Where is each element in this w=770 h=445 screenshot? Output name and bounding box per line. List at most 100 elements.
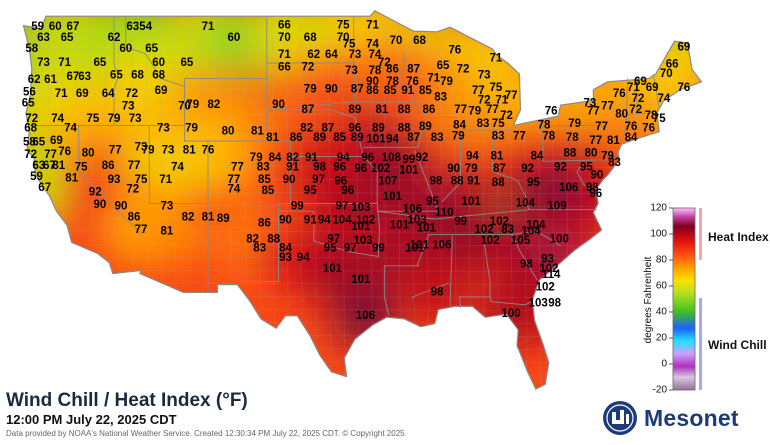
state-border <box>491 130 519 182</box>
station-reading: 64 <box>325 49 338 61</box>
station-reading: 85 <box>419 85 432 97</box>
station-reading: 85 <box>262 185 275 197</box>
station-reading: 97 <box>336 201 349 213</box>
state-border <box>78 125 143 235</box>
station-reading: 75 <box>490 82 503 94</box>
station-reading: 63 <box>78 71 91 83</box>
station-reading: 89 <box>351 132 364 144</box>
station-reading: 81 <box>52 160 65 172</box>
station-reading: 107 <box>378 176 397 188</box>
station-reading: 88 <box>564 148 577 160</box>
station-reading: 79 <box>468 105 481 117</box>
station-reading: 77 <box>505 90 518 102</box>
heat-index-label: Heat Index <box>708 230 769 244</box>
station-reading: 94 <box>318 215 331 227</box>
scale-tick-label: 60 <box>656 281 668 292</box>
station-reading: 79 <box>304 84 317 96</box>
station-reading: 101 <box>351 221 371 233</box>
station-reading: 70 <box>337 32 350 44</box>
station-reading: 70 <box>178 101 191 113</box>
station-reading: 88 <box>267 233 280 245</box>
station-reading: 71 <box>490 52 503 64</box>
state-border <box>652 73 660 109</box>
station-reading: 77 <box>128 160 141 172</box>
station-reading: 80 <box>222 126 235 138</box>
station-reading: 88 <box>492 177 505 189</box>
station-reading: 81 <box>251 126 264 138</box>
county-line <box>23 126 702 130</box>
scale-ticks: 120 100 80 60 40 20 0 -20 <box>650 203 673 396</box>
station-reading: 102 <box>371 163 390 175</box>
station-reading: 78 <box>369 65 382 77</box>
station-reading: 81 <box>607 135 620 147</box>
station-reading: 60 <box>152 57 165 69</box>
county-line <box>20 0 23 440</box>
station-reading: 68 <box>304 32 317 44</box>
state-border <box>511 234 538 281</box>
station-reading: 75 <box>135 174 148 186</box>
station-reading: 87 <box>407 63 420 75</box>
station-reading: 64 <box>102 88 115 100</box>
station-reading: 94 <box>297 252 310 264</box>
station-reading: 68 <box>131 70 144 82</box>
station-reading: 93 <box>541 254 554 266</box>
state-border <box>383 265 420 316</box>
station-reading: 93 <box>108 174 121 186</box>
station-reading: 76 <box>545 105 558 117</box>
station-reading: 87 <box>351 84 364 96</box>
station-reading: 65 <box>110 70 123 82</box>
station-reading: 83 <box>253 243 266 255</box>
station-reading: 66 <box>666 59 679 71</box>
station-reading: 73 <box>349 49 362 61</box>
station-reading: 77 <box>472 85 485 97</box>
station-reading: 69 <box>634 76 647 88</box>
station-reading: 73 <box>345 65 358 77</box>
station-reading: 94 <box>337 152 350 164</box>
station-reading: 91 <box>305 152 318 164</box>
station-reading: 110 <box>435 207 454 219</box>
state-border <box>377 209 597 220</box>
station-reading: 106 <box>559 182 578 194</box>
county-line <box>327 10 332 390</box>
station-reading: 77 <box>589 135 602 147</box>
station-reading: 82 <box>286 152 299 164</box>
station-reading: 69 <box>646 82 659 94</box>
station-reading: 95 <box>580 162 593 174</box>
station-reading: 66 <box>278 20 291 32</box>
station-reading: 63 <box>32 160 45 172</box>
station-reading: 94 <box>386 134 399 146</box>
station-reading: 92 <box>89 187 102 199</box>
station-reading: 77 <box>601 101 614 113</box>
station-reading: 83 <box>434 91 447 103</box>
station-reading: 67 <box>38 182 51 194</box>
station-reading: 82 <box>246 233 259 245</box>
station-reading: 81 <box>491 151 504 163</box>
station-reading: 62 <box>307 49 320 61</box>
station-reading: 81 <box>376 104 389 116</box>
station-reading: 73 <box>122 101 135 113</box>
station-reading: 76 <box>642 123 655 135</box>
station-reading: 94 <box>466 151 479 163</box>
station-reading: 83 <box>608 157 621 169</box>
state-border <box>625 112 655 115</box>
station-reading: 84 <box>269 152 282 164</box>
station-reading: 79 <box>108 113 121 125</box>
county-line <box>23 113 702 117</box>
station-reading: 83 <box>492 130 505 142</box>
station-reading: 90 <box>325 84 338 96</box>
station-reading: 79 <box>465 163 478 175</box>
station-reading: 88 <box>398 123 411 135</box>
station-reading: 77 <box>595 121 608 133</box>
station-reading: 76 <box>202 144 215 156</box>
station-reading: 72 <box>457 63 470 75</box>
station-reading: 63 <box>126 21 139 33</box>
station-reading: 95 <box>527 177 540 189</box>
station-reading: 83 <box>477 118 490 130</box>
station-reading: 101 <box>390 219 410 231</box>
station-reading: 78 <box>645 110 658 122</box>
heat-index-bracket <box>699 208 702 260</box>
station-reading: 74 <box>171 162 184 174</box>
station-reading: 77 <box>231 162 244 174</box>
